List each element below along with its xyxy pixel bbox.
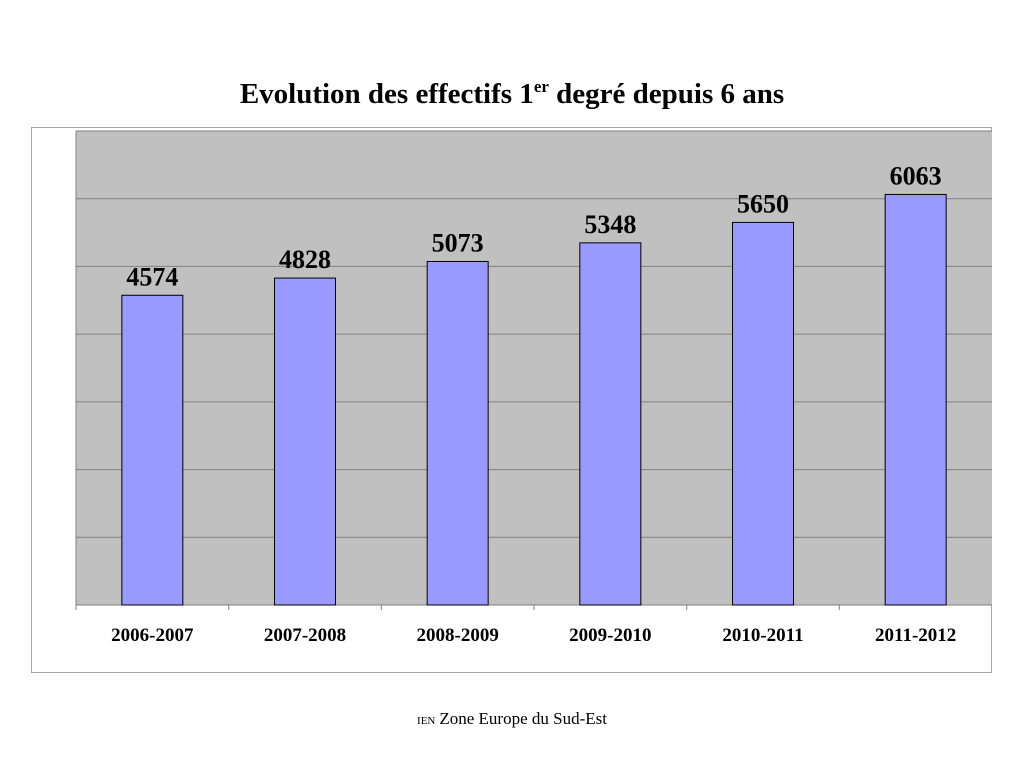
- data-label: 5073: [432, 228, 484, 257]
- bar: [732, 221, 794, 606]
- chart-title-main: Evolution des effectifs 1: [239, 78, 534, 110]
- plot-area: [76, 131, 992, 605]
- x-tick-label: 2008-2009: [417, 625, 499, 646]
- data-label: 4828: [279, 245, 331, 274]
- x-tick-label: 2007-2008: [264, 625, 346, 646]
- footer-text: Zone Europe du Sud-Est: [439, 709, 607, 728]
- bar: [426, 260, 489, 606]
- data-label: 5650: [737, 189, 789, 218]
- data-label: 5348: [584, 210, 636, 239]
- x-tick-label: 2011-2012: [875, 625, 956, 646]
- bar: [274, 277, 336, 606]
- bar: [579, 242, 642, 606]
- footer-prefix: IEN: [417, 715, 436, 727]
- chart-title: Evolution des effectifs 1er degré depuis…: [0, 74, 1024, 114]
- bar: [121, 294, 184, 606]
- x-tick-label: 2009-2010: [569, 625, 651, 646]
- data-label: 4574: [126, 262, 178, 291]
- x-tick-label: 2010-2011: [722, 625, 803, 646]
- chart-title-superscript: er: [533, 77, 549, 96]
- x-tick-label: 2006-2007: [111, 625, 194, 646]
- chart-title-rest: degré depuis 6 ans: [548, 78, 785, 110]
- footer: IEN Zone Europe du Sud-Est: [0, 707, 1024, 733]
- data-label: 6063: [890, 161, 942, 190]
- bar: [884, 193, 947, 606]
